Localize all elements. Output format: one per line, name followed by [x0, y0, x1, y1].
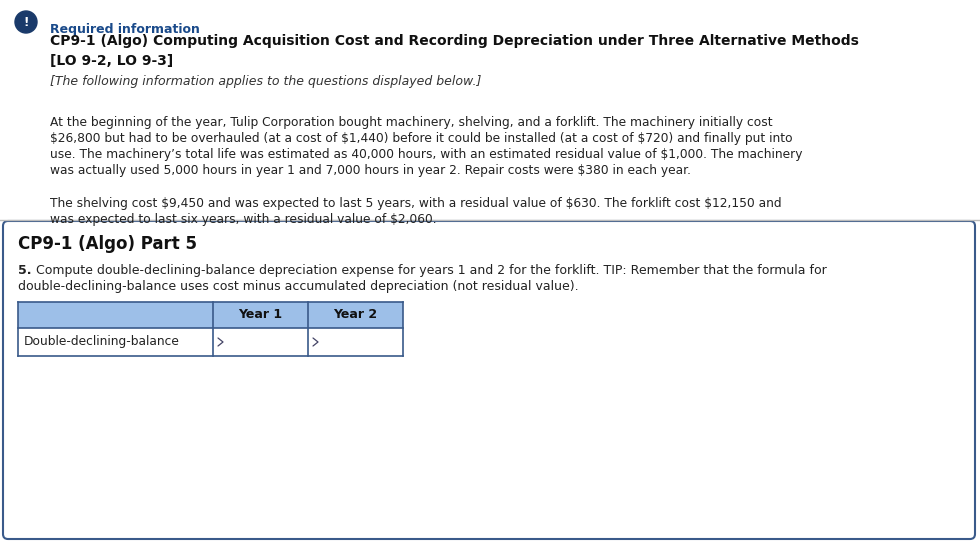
Text: Compute double-declining-balance depreciation expense for years 1 and 2 for the : Compute double-declining-balance depreci…	[32, 264, 827, 277]
Text: double-declining-balance uses cost minus accumulated depreciation (not residual : double-declining-balance uses cost minus…	[18, 280, 578, 293]
Text: !: !	[24, 16, 28, 29]
Text: At the beginning of the year, Tulip Corporation bought machinery, shelving, and : At the beginning of the year, Tulip Corp…	[50, 116, 772, 129]
Bar	[18, 328, 403, 356]
Text: CP9-1 (Algo) Part 5: CP9-1 (Algo) Part 5	[18, 235, 197, 253]
Text: [LO 9-2, LO 9-3]: [LO 9-2, LO 9-3]	[50, 54, 173, 68]
Circle shape	[15, 11, 37, 33]
Text: Year 2: Year 2	[333, 308, 377, 321]
Text: use. The machinery’s total life was estimated as 40,000 hours, with an estimated: use. The machinery’s total life was esti…	[50, 148, 803, 161]
Bar	[18, 302, 403, 328]
Text: Double-declining-balance: Double-declining-balance	[24, 335, 180, 349]
Text: 5.: 5.	[18, 264, 31, 277]
Text: was expected to last six years, with a residual value of $2,060.: was expected to last six years, with a r…	[50, 213, 437, 226]
Text: The shelving cost $9,450 and was expected to last 5 years, with a residual value: The shelving cost $9,450 and was expecte…	[50, 197, 782, 210]
Text: [The following information applies to the questions displayed below.]: [The following information applies to th…	[50, 75, 481, 88]
FancyBboxPatch shape	[3, 221, 975, 539]
Text: $26,800 but had to be overhauled (at a cost of $1,440) before it could be instal: $26,800 but had to be overhauled (at a c…	[50, 132, 793, 145]
Text: Year 1: Year 1	[238, 308, 282, 321]
Text: Required information: Required information	[50, 23, 200, 36]
Text: was actually used 5,000 hours in year 1 and 7,000 hours in year 2. Repair costs : was actually used 5,000 hours in year 1 …	[50, 164, 691, 177]
Text: CP9-1 (Algo) Computing Acquisition Cost and Recording Depreciation under Three A: CP9-1 (Algo) Computing Acquisition Cost …	[50, 34, 858, 48]
